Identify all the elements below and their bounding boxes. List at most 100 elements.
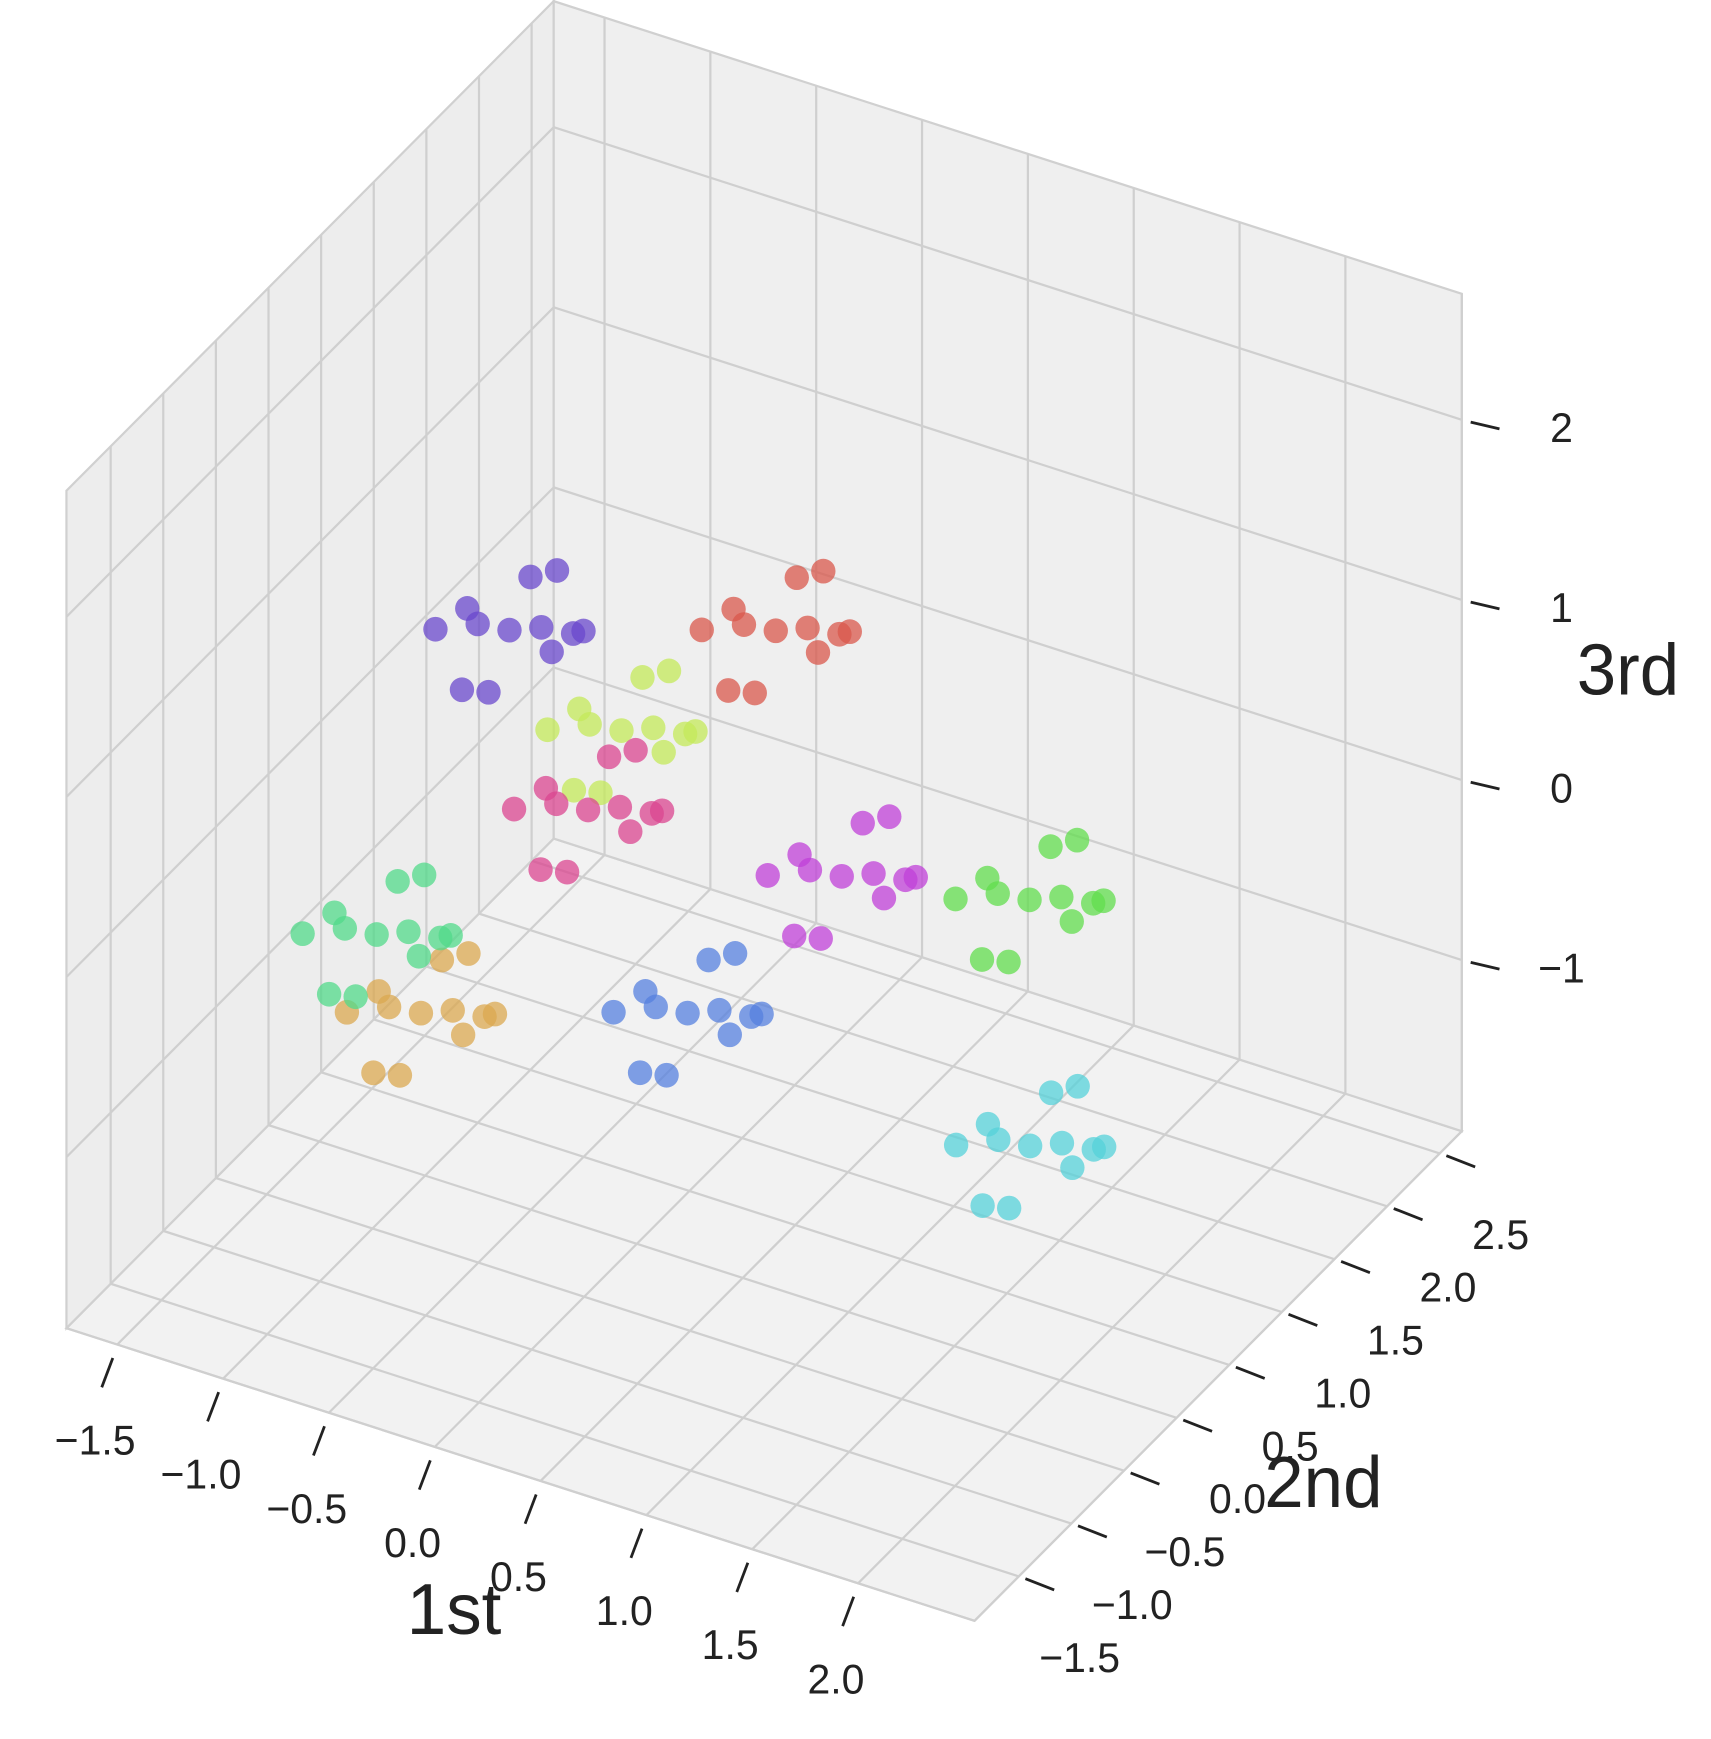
point <box>996 949 1021 975</box>
point <box>623 737 648 763</box>
point <box>805 640 831 665</box>
z-axis-title: 3rd <box>1577 630 1679 711</box>
point <box>497 617 522 643</box>
point <box>385 869 410 894</box>
grid-line <box>433 956 923 1448</box>
point <box>1065 1073 1090 1099</box>
x-tick <box>312 1425 326 1457</box>
z-tick-label: 1 <box>1550 585 1573 631</box>
grid-line <box>553 486 1463 782</box>
point <box>795 615 820 641</box>
y-axis-title: 2nd <box>1264 1443 1382 1524</box>
point <box>429 947 455 973</box>
x-axis-line <box>66 1327 975 1622</box>
point <box>827 621 852 647</box>
x-tick-label: −1.5 <box>55 1417 136 1463</box>
point <box>633 979 658 1004</box>
y-tick-label: 2.5 <box>1472 1212 1529 1258</box>
point <box>975 865 1000 891</box>
point <box>601 999 626 1025</box>
z-tick <box>1470 780 1500 791</box>
grid-line <box>426 965 1335 1261</box>
y-tick-label: 0.5 <box>1262 1423 1319 1469</box>
point <box>808 926 833 951</box>
x-tick <box>417 1459 432 1491</box>
x-tick <box>841 1596 855 1627</box>
grid-line <box>539 990 1029 1482</box>
z-tick-label: 2 <box>1550 405 1573 451</box>
point <box>387 1062 413 1088</box>
point <box>618 819 643 845</box>
point <box>567 696 592 722</box>
y-tick-label: 0.0 <box>1209 1476 1266 1522</box>
point <box>1038 834 1063 860</box>
x-axis-title: 1st <box>407 1570 502 1651</box>
x-tick-label: −1.0 <box>161 1451 242 1497</box>
grid-line <box>373 1018 1283 1314</box>
point <box>406 943 432 969</box>
y-axis-line <box>973 1130 1463 1622</box>
point <box>440 997 465 1023</box>
point <box>943 1132 969 1158</box>
point <box>361 1060 386 1086</box>
point <box>1038 1080 1064 1106</box>
point <box>408 1000 434 1026</box>
grid-line <box>751 1058 1241 1550</box>
grid-line <box>268 1124 1177 1419</box>
y-tick <box>1235 1365 1266 1380</box>
point <box>456 941 481 966</box>
grid-line <box>162 1229 1072 1525</box>
point <box>996 1195 1022 1221</box>
grid <box>65 17 1463 1585</box>
x-tick-label: 0.5 <box>490 1554 547 1600</box>
grid-line <box>110 1282 1020 1578</box>
point <box>651 739 676 765</box>
x-tick <box>523 1493 538 1525</box>
point <box>787 842 812 868</box>
point <box>554 859 580 885</box>
y-tick-label: 2.0 <box>1420 1264 1477 1310</box>
point <box>696 947 721 973</box>
grid-line <box>553 126 1463 421</box>
y-tick <box>1445 1154 1476 1169</box>
point <box>871 885 897 911</box>
point <box>322 900 347 926</box>
point <box>343 984 368 1010</box>
grid-line <box>65 126 555 618</box>
y-tick <box>1393 1207 1424 1222</box>
point <box>641 715 666 741</box>
point <box>742 680 767 706</box>
point <box>544 558 570 583</box>
point <box>455 596 480 621</box>
y-tick-label: 1.0 <box>1314 1370 1371 1416</box>
y-tick <box>1024 1577 1055 1592</box>
point <box>654 1062 679 1088</box>
grid-line <box>65 486 555 978</box>
y-tick-label: 1.5 <box>1367 1317 1424 1363</box>
point <box>656 658 682 684</box>
grid-line <box>645 1024 1135 1516</box>
x-tick <box>629 1528 644 1559</box>
x-tick-label: 1.5 <box>702 1622 759 1668</box>
point <box>1049 1130 1075 1156</box>
point <box>476 679 501 705</box>
y-tick <box>1077 1524 1108 1539</box>
point <box>528 857 553 882</box>
point <box>707 997 732 1023</box>
point <box>561 777 587 803</box>
point <box>290 921 315 947</box>
grid-line <box>478 912 1388 1208</box>
point <box>970 1193 995 1218</box>
point <box>1060 1155 1085 1181</box>
point <box>316 981 342 1007</box>
grid-line <box>116 854 606 1346</box>
point <box>396 919 421 945</box>
point <box>716 678 741 703</box>
point <box>539 639 564 665</box>
point <box>943 886 968 912</box>
point <box>782 923 807 949</box>
point <box>364 922 389 947</box>
point <box>717 1022 742 1048</box>
